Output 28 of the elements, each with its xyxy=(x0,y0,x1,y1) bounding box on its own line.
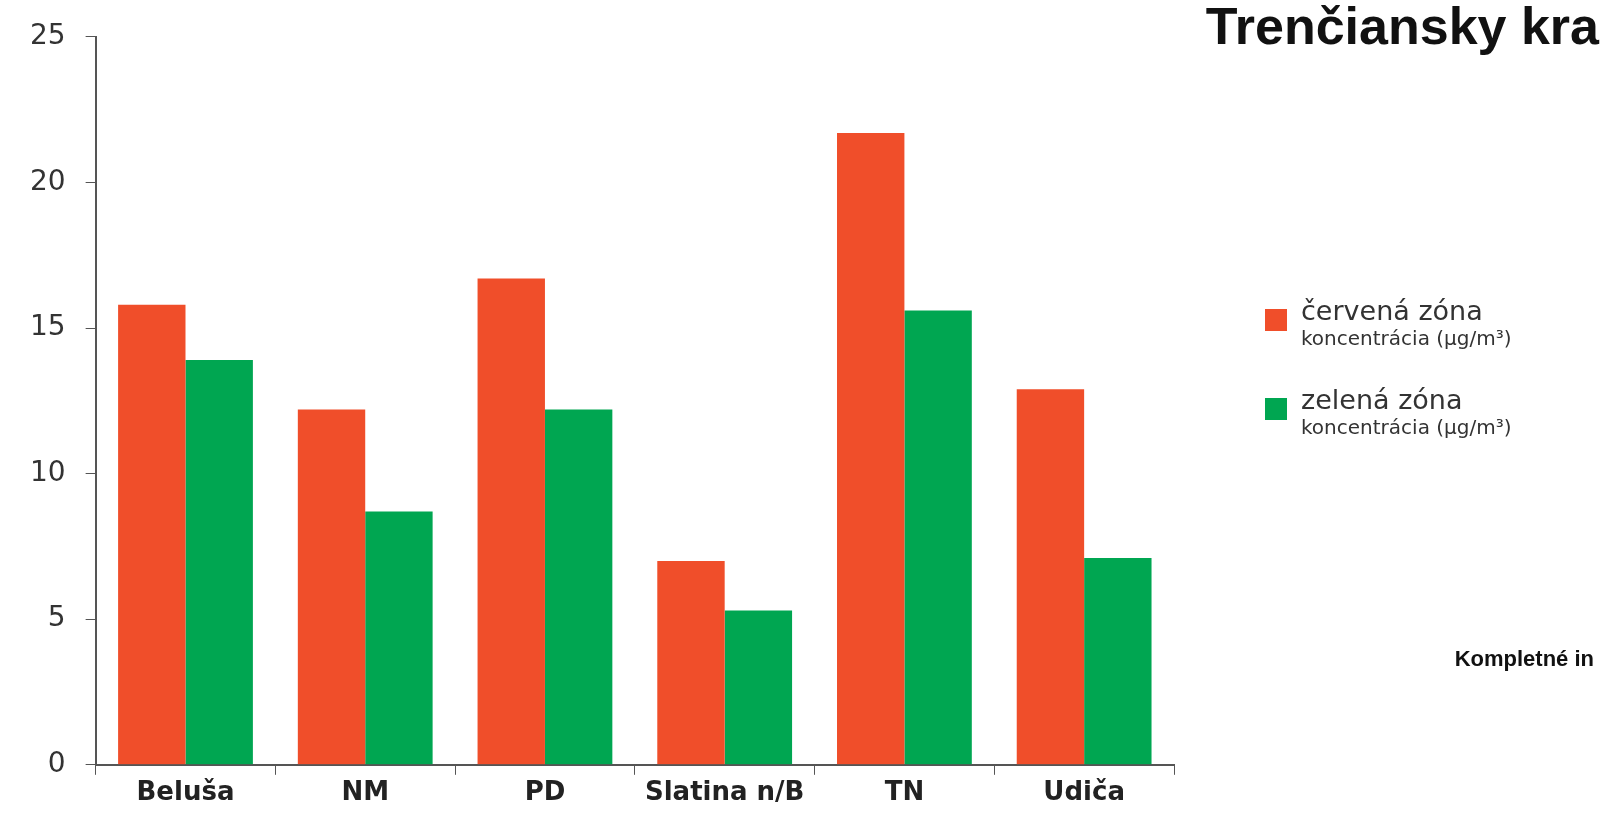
legend-label: zelená zóna koncentrácia (µg/m³) xyxy=(1301,384,1512,439)
bar xyxy=(118,304,186,765)
legend-label: červená zóna koncentrácia (µg/m³) xyxy=(1301,295,1512,350)
y-tick-label: 10 xyxy=(29,454,66,488)
bar xyxy=(837,132,905,765)
bar xyxy=(365,511,433,765)
bar xyxy=(1016,389,1085,765)
text: Trenčiansky kra xyxy=(1205,0,1599,55)
x-tick-label: PD xyxy=(524,776,566,807)
y-tick-label: 0 xyxy=(47,746,66,780)
bar xyxy=(544,409,613,765)
x-tick-label: Beluša xyxy=(136,776,235,807)
bar xyxy=(1084,558,1152,765)
bar xyxy=(297,409,366,765)
bar xyxy=(477,278,545,765)
bar xyxy=(657,560,725,765)
bar xyxy=(185,360,253,765)
y-tick-label: 15 xyxy=(29,309,66,343)
y-tick-label: 25 xyxy=(29,18,66,52)
bar xyxy=(904,310,972,765)
x-tick-label: Slatina n/B xyxy=(644,776,805,807)
x-tick-label: Udiča xyxy=(1043,776,1125,807)
x-tick-label: NM xyxy=(341,776,390,807)
y-tick-label: 5 xyxy=(47,600,66,634)
text: Kompletné in xyxy=(1454,646,1594,672)
y-tick-label: 20 xyxy=(29,163,66,197)
bar xyxy=(724,610,793,765)
x-tick-label: TN xyxy=(884,776,925,807)
